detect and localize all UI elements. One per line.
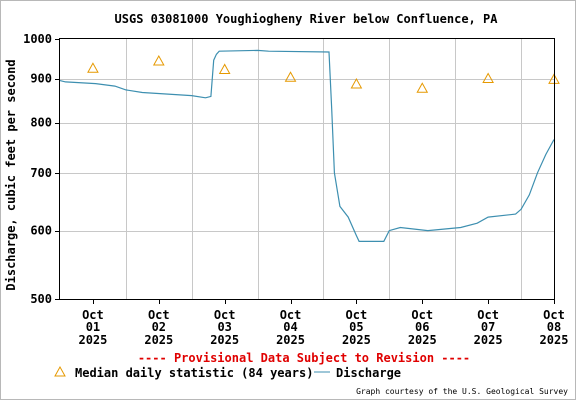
- median-marker: [284, 71, 297, 82]
- graph-credit: Graph courtesy of the U.S. Geological Su…: [356, 387, 568, 396]
- legend-discharge-label: Discharge: [336, 366, 401, 380]
- x-tick-day: 08: [547, 320, 561, 334]
- plot-area-border: [59, 38, 555, 300]
- x-tick-day: 05: [349, 320, 363, 334]
- x-tick-day: 02: [152, 320, 166, 334]
- x-tick-day: 04: [283, 320, 297, 334]
- x-tick-month: Oct: [543, 308, 565, 322]
- x-axis: Oct012025Oct022025Oct032025Oct042025Oct0…: [78, 299, 568, 347]
- x-tick-month: Oct: [280, 308, 302, 322]
- x-tick-year: 2025: [408, 333, 437, 347]
- median-marker: [87, 62, 99, 73]
- x-tick-month: Oct: [214, 308, 236, 322]
- y-tick-label: 900: [30, 72, 52, 86]
- median-marker: [416, 82, 429, 93]
- y-tick-label: 500: [30, 292, 52, 306]
- discharge-series: [59, 49, 555, 242]
- x-tick-year: 2025: [78, 333, 107, 347]
- x-tick-month: Oct: [148, 308, 170, 322]
- x-tick-day: 03: [217, 320, 231, 334]
- y-tick-label: 800: [30, 116, 52, 130]
- median-series: [87, 54, 560, 93]
- legend-median-label: Median daily statistic (84 years): [75, 366, 313, 380]
- x-tick-month: Oct: [346, 308, 368, 322]
- x-tick-year: 2025: [210, 333, 239, 347]
- discharge-line: [59, 49, 555, 242]
- chart-title: USGS 03081000 Youghiogheny River below C…: [115, 12, 499, 26]
- x-tick-month: Oct: [477, 308, 499, 322]
- median-marker: [218, 63, 231, 74]
- median-marker: [482, 72, 494, 84]
- y-axis-label: Discharge, cubic feet per second: [4, 59, 18, 290]
- y-tick-label: 700: [30, 166, 52, 180]
- median-marker: [350, 77, 363, 89]
- x-tick-year: 2025: [276, 333, 305, 347]
- x-tick-year: 2025: [474, 333, 503, 347]
- x-tick-month: Oct: [82, 308, 104, 322]
- legend-median-marker: [54, 365, 66, 377]
- provisional-notice: ---- Provisional Data Subject to Revisio…: [138, 351, 470, 365]
- x-tick-month: Oct: [411, 308, 433, 322]
- y-axis: 500 600 700 800 900 1000: [23, 32, 60, 306]
- x-tick-year: 2025: [342, 333, 371, 347]
- x-tick-year: 2025: [540, 333, 569, 347]
- x-tick-day: 01: [86, 320, 100, 334]
- y-tick-label: 1000: [23, 32, 52, 46]
- x-tick-year: 2025: [144, 333, 173, 347]
- legend: Median daily statistic (84 years) Discha…: [54, 365, 401, 380]
- median-marker: [152, 54, 165, 66]
- x-tick-day: 07: [481, 320, 495, 334]
- y-tick-label: 600: [30, 224, 52, 238]
- x-tick-day: 06: [415, 320, 429, 334]
- grid: [60, 39, 554, 299]
